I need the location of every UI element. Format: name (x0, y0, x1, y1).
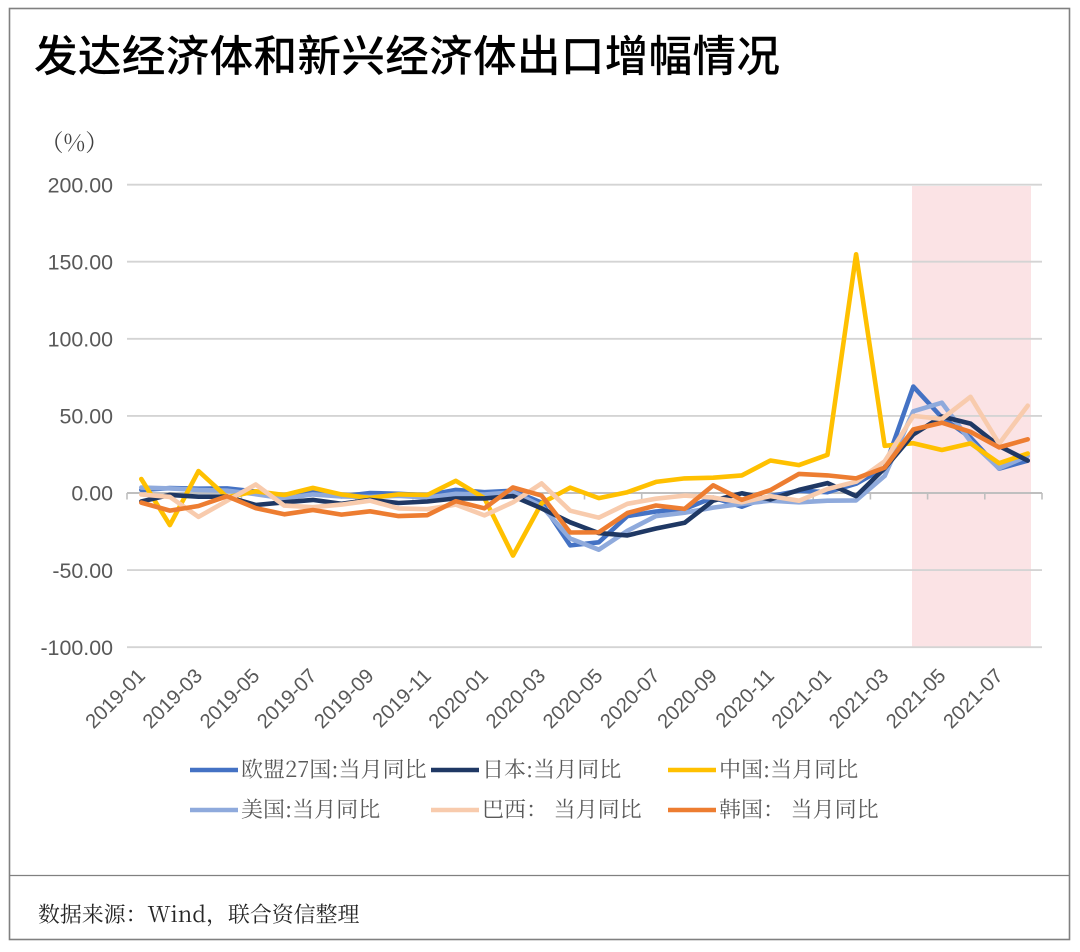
svg-text:-100.00: -100.00 (40, 636, 113, 660)
svg-text:50.00: 50.00 (59, 405, 113, 429)
svg-text:0.00: 0.00 (71, 482, 113, 506)
svg-text:-50.00: -50.00 (52, 559, 113, 583)
svg-text:200.00: 200.00 (48, 173, 114, 197)
svg-text:100.00: 100.00 (48, 328, 114, 352)
svg-text:150.00: 150.00 (48, 250, 114, 274)
